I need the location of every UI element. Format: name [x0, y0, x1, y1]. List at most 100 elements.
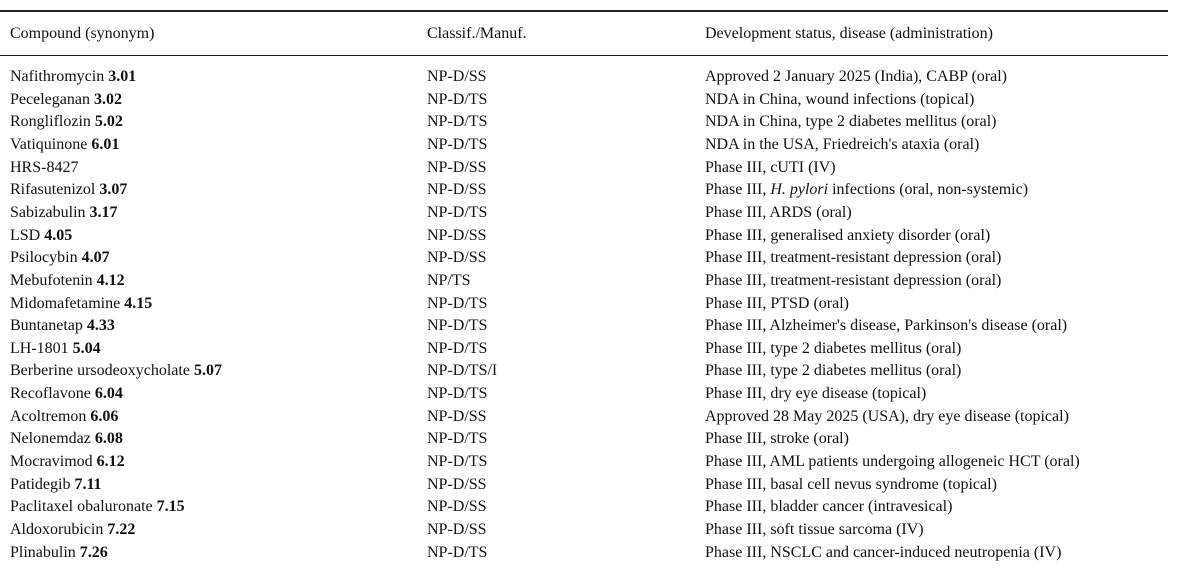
compound-number: 3.17 — [89, 203, 118, 221]
status-text: Phase III, — [705, 181, 771, 199]
compound-cell: Peceleganan 3.02 — [10, 90, 122, 110]
classification-cell: NP-D/TS — [427, 294, 488, 312]
compound-name: Nafithromycin — [10, 68, 105, 85]
status-cell: Approved 2 January 2025 (India), CABP (o… — [705, 68, 1008, 85]
status-cell: Phase III, treatment-resistant depressio… — [705, 271, 1002, 289]
compound-name: Rongliflozin — [10, 113, 91, 131]
compound-number: 5.07 — [193, 362, 222, 380]
classification-cell: NP-D/TS — [427, 90, 488, 108]
classification-cell: NP-D/TS — [427, 339, 488, 357]
compound-name: Midomafetamine — [10, 294, 121, 312]
classification-cell: NP-D/TS — [427, 385, 488, 403]
classification-cell: NP-D/TS — [427, 453, 488, 471]
compound-name: Psilocybin — [10, 249, 78, 267]
compound-cell: Nelonemdaz 6.08 — [10, 429, 123, 449]
compound-name: Patidegib — [10, 475, 71, 493]
compound-name: Mocravimod — [10, 453, 93, 471]
status-cell: NDA in the USA, Friedreich's ataxia (ora… — [705, 135, 980, 153]
classification-cell: NP/TS — [427, 271, 471, 289]
classification-cell: NP-D/TS — [427, 113, 488, 131]
status-cell: Phase III, treatment-resistant depressio… — [705, 249, 1002, 267]
classification-cell: NP-D/SS — [427, 249, 487, 267]
compound-number: 5.04 — [72, 339, 101, 357]
compound-number: 3.07 — [99, 181, 128, 199]
status-cell: Phase III, stroke (oral) — [705, 430, 849, 448]
status-cell: Phase III, dry eye disease (topical) — [705, 385, 927, 403]
compound-name: Recoflavone — [10, 385, 91, 403]
classification-cell: NP-D/SS — [427, 407, 487, 425]
column-header: Compound (synonym) — [10, 25, 155, 42]
status-cell: Phase III, H. pylori infections (oral, n… — [705, 180, 1028, 200]
compound-cell: Buntanetap 4.33 — [10, 316, 115, 336]
status-cell: Phase III, NSCLC and cancer-induced neut… — [705, 543, 1062, 561]
status-cell: Phase III, basal cell nevus syndrome (to… — [705, 475, 997, 493]
compound-number: 4.12 — [96, 271, 125, 289]
classification-cell: NP-D/SS — [427, 475, 487, 493]
compound-number: 6.04 — [94, 385, 123, 403]
compound-name: HRS-8427 — [10, 158, 79, 176]
compound-number: 6.06 — [90, 407, 119, 425]
classification-cell: NP-D/TS — [427, 203, 488, 221]
compound-number: 4.33 — [86, 317, 115, 335]
compound-cell: Vatiquinone 6.01 — [10, 135, 119, 155]
classification-cell: NP-D/SS — [427, 181, 487, 199]
column-header: Development status, disease (administrat… — [705, 25, 993, 42]
compound-number: 7.26 — [79, 543, 108, 561]
compound-name: Mebufotenin — [10, 271, 93, 289]
status-cell: Phase III, bladder cancer (intravesical) — [705, 498, 953, 516]
compound-number: 7.11 — [74, 475, 102, 493]
status-cell: NDA in China, wound infections (topical) — [705, 90, 975, 108]
classification-cell: NP-D/SS — [427, 498, 487, 516]
compound-number: 7.15 — [156, 498, 185, 516]
status-cell: Phase III, PTSD (oral) — [705, 294, 849, 312]
compound-cell: Recoflavone 6.04 — [10, 384, 123, 404]
compound-cell: Paclitaxel obaluronate 7.15 — [10, 497, 185, 517]
compound-name: Peceleganan — [10, 90, 90, 108]
compound-number: 4.15 — [124, 294, 153, 312]
compound-name: Acoltremon — [10, 407, 87, 425]
compound-number: 4.05 — [44, 226, 73, 244]
compound-number: 3.02 — [93, 90, 122, 108]
compound-cell: Midomafetamine 4.15 — [10, 294, 152, 314]
status-text: infections (oral, non-systemic) — [828, 181, 1029, 199]
compound-number: 6.08 — [94, 430, 123, 448]
compound-name: LSD — [10, 226, 41, 244]
compound-cell: Mocravimod 6.12 — [10, 452, 125, 472]
compound-name: Nelonemdaz — [10, 430, 91, 448]
compound-cell: Aldoxorubicin 7.22 — [10, 520, 135, 540]
status-cell: Phase III, type 2 diabetes mellitus (ora… — [705, 362, 962, 380]
compound-cell: Sabizabulin 3.17 — [10, 203, 118, 223]
compound-name: Berberine ursodeoxycholate — [10, 362, 190, 380]
status-cell: Phase III, generalised anxiety disorder … — [705, 226, 991, 244]
classification-cell: NP-D/TS — [427, 135, 488, 153]
status-text: H. pylori — [770, 181, 829, 199]
status-cell: NDA in China, type 2 diabetes mellitus (… — [705, 113, 997, 131]
status-cell: Phase III, Alzheimer's disease, Parkinso… — [705, 317, 1068, 335]
status-cell: Approved 28 May 2025 (USA), dry eye dise… — [705, 407, 1069, 425]
status-cell: Phase III, cUTI (IV) — [705, 158, 836, 176]
classification-cell: NP-D/TS — [427, 543, 488, 561]
compound-number: 4.07 — [81, 249, 110, 267]
compound-name: Buntanetap — [10, 317, 83, 335]
compound-name: Plinabulin — [10, 543, 76, 561]
compound-cell: HRS-8427 — [10, 158, 78, 178]
classification-cell: NP-D/SS — [427, 158, 487, 176]
compound-cell: Plinabulin 7.26 — [10, 543, 108, 563]
classification-cell: NP-D/SS — [427, 68, 487, 85]
compound-number: 5.02 — [94, 113, 123, 131]
compound-cell: Nafithromycin 3.01 — [10, 67, 136, 87]
top-rule — [0, 10, 1168, 12]
compound-name: Paclitaxel obaluronate — [10, 498, 153, 516]
compound-name: Rifasutenizol — [10, 181, 96, 199]
compound-name: LH-1801 — [10, 339, 69, 357]
classification-cell: NP-D/TS/I — [427, 362, 498, 380]
column-header: Classif./Manuf. — [427, 25, 527, 42]
status-cell: Phase III, soft tissue sarcoma (IV) — [705, 521, 924, 538]
compound-number: 3.01 — [108, 68, 137, 85]
compound-cell: Rongliflozin 5.02 — [10, 112, 123, 132]
compound-cell: Patidegib 7.11 — [10, 475, 102, 495]
compound-cell: LH-1801 5.04 — [10, 339, 101, 359]
status-cell: Phase III, AML patients undergoing allog… — [705, 453, 1080, 471]
compound-number: 6.01 — [91, 135, 120, 153]
